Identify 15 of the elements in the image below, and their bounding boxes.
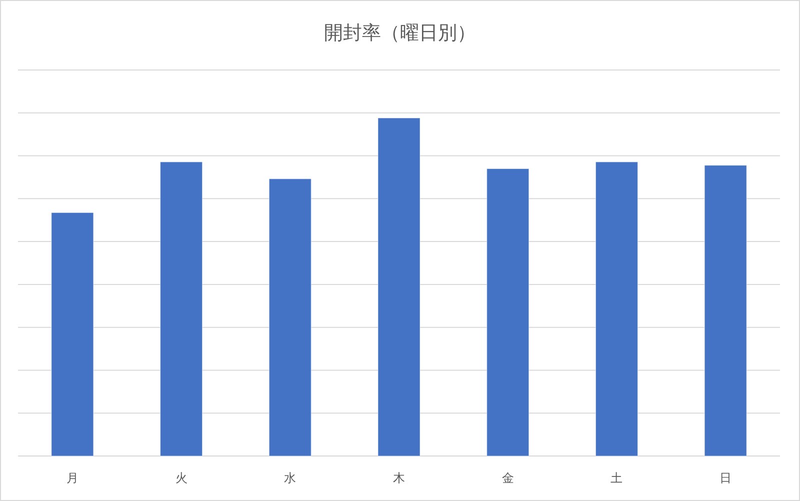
bar bbox=[378, 118, 420, 456]
x-tick-label: 火 bbox=[175, 471, 188, 485]
x-tick-label: 月 bbox=[66, 471, 78, 485]
x-tick-label: 土 bbox=[610, 471, 623, 485]
chart-title: 開封率（曜日別） bbox=[324, 22, 476, 44]
x-tick-label: 水 bbox=[284, 471, 296, 485]
bar bbox=[595, 162, 638, 456]
bar bbox=[268, 178, 312, 456]
x-tick-label: 木 bbox=[393, 471, 405, 485]
bar bbox=[51, 212, 94, 456]
x-tick-label: 日 bbox=[720, 471, 732, 485]
bar bbox=[486, 168, 530, 456]
bar bbox=[160, 162, 203, 456]
bar bbox=[704, 165, 747, 456]
x-tick-label: 金 bbox=[502, 471, 514, 485]
